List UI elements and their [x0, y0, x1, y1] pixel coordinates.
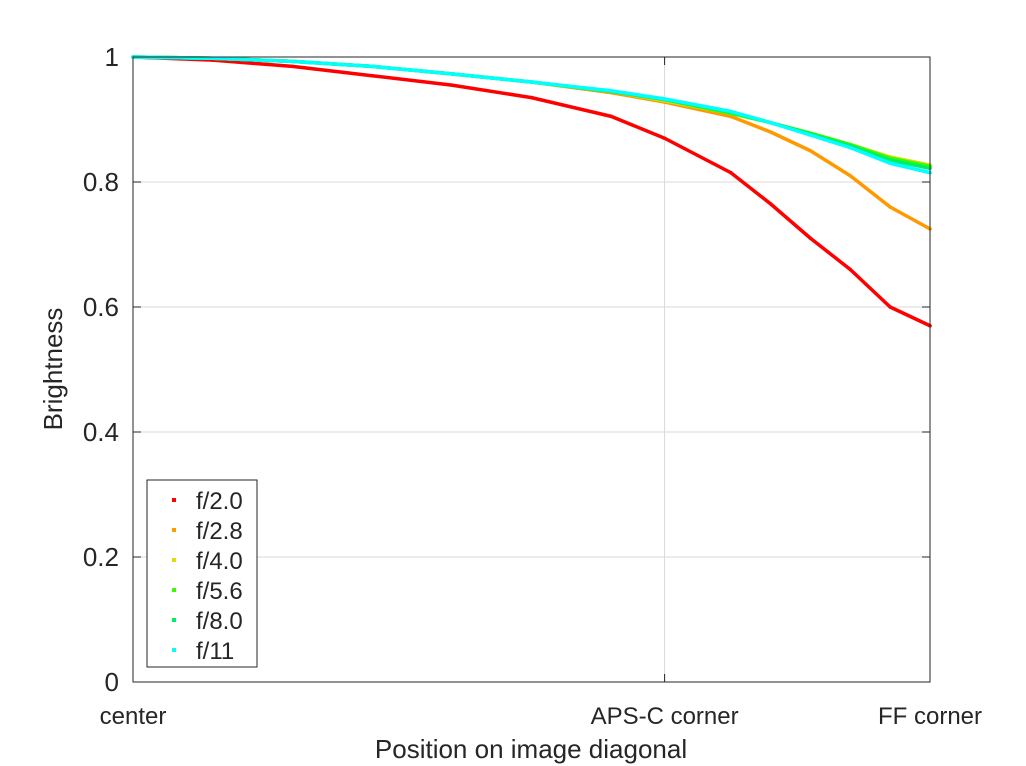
- legend-label: f/2.8: [196, 518, 243, 545]
- data-point: [290, 59, 295, 64]
- data-point: [529, 80, 534, 84]
- data-point: [450, 72, 454, 76]
- data-point: [768, 202, 773, 206]
- legend-marker: [172, 558, 176, 562]
- data-point: [450, 83, 454, 87]
- data-point: [728, 109, 733, 114]
- data-point: [662, 136, 667, 141]
- legend: f/2.0 f/2.8 f/4.0 f/5.6 f/8.0 f/11: [146, 479, 258, 668]
- data-point: [888, 205, 892, 209]
- legend-label: f/11: [196, 638, 234, 665]
- data-point: [370, 64, 374, 69]
- data-point: [808, 236, 813, 241]
- x-tick-label: center: [100, 703, 167, 730]
- x-tick-label: APS-C corner: [591, 703, 739, 730]
- data-point: [370, 73, 374, 78]
- data-point: [848, 145, 853, 150]
- data-point: [609, 88, 613, 93]
- y-tick-label: 0.2: [83, 542, 119, 572]
- legend-label: f/4.0: [196, 548, 243, 575]
- legend-marker: [172, 618, 176, 622]
- plot-frame: [132, 56, 931, 683]
- data-point: [888, 305, 892, 309]
- data-point: [529, 95, 534, 100]
- y-tick-label: 0.8: [83, 167, 119, 197]
- y-tick-label: 1: [105, 42, 119, 72]
- data-point: [808, 133, 813, 137]
- data-point: [728, 114, 733, 119]
- plot-series: [131, 55, 932, 328]
- data-point: [888, 161, 892, 166]
- axis-ticks: 0 0.2 0.4 0.6 0.8 1 center APS-C corner FF corne…: [83, 42, 982, 730]
- data-point: [728, 170, 733, 175]
- series-line: [131, 55, 932, 328]
- legend-box: [146, 479, 258, 668]
- data-point: [848, 173, 853, 178]
- data-point: [662, 97, 667, 101]
- legend-label: f/2.0: [196, 488, 243, 515]
- x-tick-label: FF corner: [878, 703, 982, 730]
- legend-label: f/5.6: [196, 578, 243, 605]
- data-point: [768, 120, 773, 125]
- x-axis-label: Position on image diagonal: [375, 734, 687, 764]
- data-point: [808, 148, 813, 153]
- legend-marker: [172, 528, 176, 532]
- legend-marker: [172, 498, 176, 502]
- data-point: [290, 64, 295, 69]
- grid: [133, 57, 930, 682]
- series-f11: [131, 55, 932, 175]
- series-line: [131, 55, 932, 175]
- y-axis-label: Brightness: [38, 308, 68, 431]
- legend-marker: [172, 588, 176, 592]
- y-tick-label: 0.4: [83, 417, 119, 447]
- data-point: [768, 130, 773, 134]
- y-tick-label: 0.6: [83, 292, 119, 322]
- data-point: [609, 114, 613, 119]
- data-point: [848, 267, 853, 272]
- legend-label: f/8.0: [196, 608, 243, 635]
- legend-marker: [172, 648, 176, 652]
- y-tick-label: 0: [105, 667, 119, 697]
